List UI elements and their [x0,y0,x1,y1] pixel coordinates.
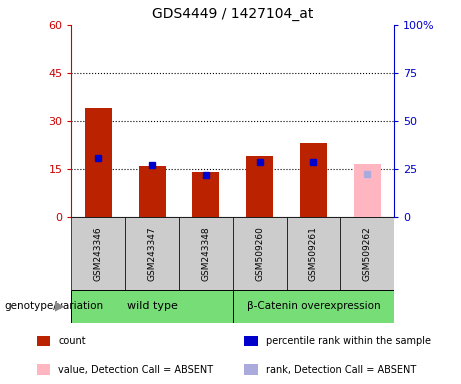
Bar [85,108,112,217]
Bar [300,143,327,217]
Bar [246,156,273,217]
Text: count: count [59,336,86,346]
Bar [354,164,381,217]
Text: GSM509261: GSM509261 [309,226,318,281]
Bar [287,217,340,290]
Text: ▶: ▶ [55,300,65,313]
Bar [244,336,258,346]
Bar [37,364,50,375]
Bar [71,217,125,290]
Bar [179,217,233,290]
Bar [37,336,50,346]
Text: percentile rank within the sample: percentile rank within the sample [266,336,431,346]
Text: GSM243348: GSM243348 [201,226,210,281]
Title: GDS4449 / 1427104_at: GDS4449 / 1427104_at [152,7,313,21]
Bar [233,290,394,323]
Bar [244,364,258,375]
Text: rank, Detection Call = ABSENT: rank, Detection Call = ABSENT [266,364,416,375]
Text: GSM243347: GSM243347 [148,226,157,281]
Bar [125,217,179,290]
Bar [139,166,165,217]
Text: GSM509260: GSM509260 [255,226,264,281]
Bar [233,217,287,290]
Bar [193,172,219,217]
Text: GSM509262: GSM509262 [363,226,372,281]
Text: wild type: wild type [127,301,177,311]
Text: value, Detection Call = ABSENT: value, Detection Call = ABSENT [59,364,213,375]
Text: GSM243346: GSM243346 [94,226,103,281]
Bar [71,290,233,323]
Bar [340,217,394,290]
Text: β-Catenin overexpression: β-Catenin overexpression [247,301,380,311]
Text: genotype/variation: genotype/variation [5,301,104,311]
